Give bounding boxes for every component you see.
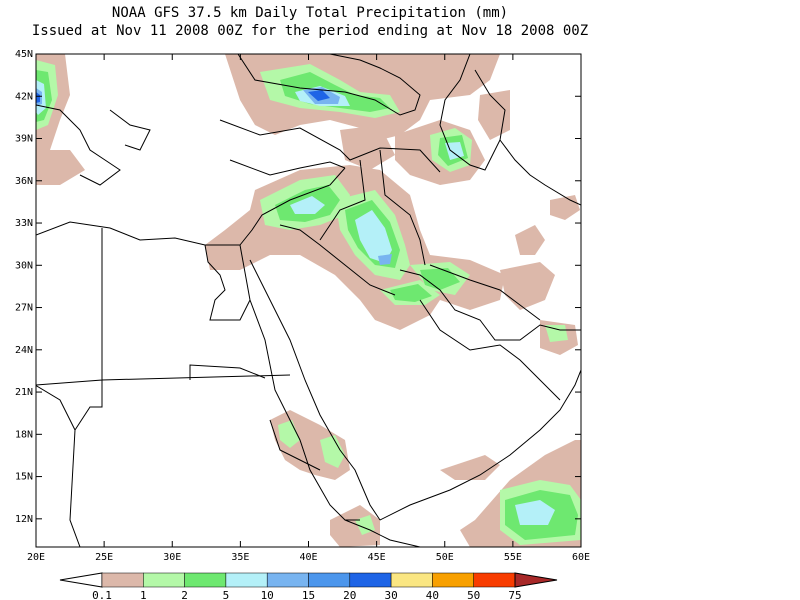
colorbar-segment xyxy=(473,572,516,588)
latitude-axis: 45N 42N 39N 36N 33N 30N 27N 24N 21N 18N 15N 12N xyxy=(15,49,581,525)
colorbar-segment xyxy=(101,572,144,588)
colorbar-segment xyxy=(432,572,474,588)
colorbar-segment xyxy=(349,572,392,588)
lat-tick-label: 15N xyxy=(15,472,33,483)
map-title: NOAA GFS 37.5 km Daily Total Precipitati… xyxy=(111,5,509,21)
lon-tick-label: 55E xyxy=(504,552,522,563)
lat-tick-label: 21N xyxy=(15,387,33,398)
lon-tick-label: 45E xyxy=(368,552,386,563)
lon-tick-label: 35E xyxy=(231,552,249,563)
colorbar-label: 20 xyxy=(343,589,356,600)
colorbar-segment xyxy=(225,572,268,588)
lat-tick-label: 45N xyxy=(15,49,33,60)
colorbar-label: 2 xyxy=(181,589,188,600)
lon-tick-label: 50E xyxy=(436,552,454,563)
colorbar-segment xyxy=(308,572,351,588)
lat-tick-label: 12N xyxy=(15,514,33,525)
colorbar-label: 5 xyxy=(223,589,230,600)
coastlines-borders xyxy=(36,54,581,547)
colorbar-label: 40 xyxy=(426,589,439,600)
lon-tick-label: 20E xyxy=(27,552,45,563)
lat-tick-label: 42N xyxy=(15,91,33,102)
lat-tick-label: 33N xyxy=(15,218,33,229)
lat-tick-label: 30N xyxy=(15,260,33,271)
colorbar-segment xyxy=(390,572,433,588)
lat-tick-label: 39N xyxy=(15,134,33,145)
colorbar-label: 50 xyxy=(467,589,480,600)
colorbar-label: 1 xyxy=(140,589,147,600)
colorbar-label: 30 xyxy=(384,589,397,600)
lon-tick-label: 40E xyxy=(299,552,317,563)
precipitation-colorbar: 0.1 1 2 5 10 15 20 30 40 50 75 xyxy=(59,572,558,600)
lat-tick-label: 24N xyxy=(15,345,33,356)
precipitation-field xyxy=(36,54,581,547)
colorbar-segment xyxy=(143,572,185,588)
colorbar-label: 15 xyxy=(302,589,315,600)
colorbar-over-triangle xyxy=(514,572,558,588)
lon-tick-label: 30E xyxy=(163,552,181,563)
lat-tick-label: 36N xyxy=(15,176,33,187)
lon-tick-label: 60E xyxy=(572,552,590,563)
colorbar-segment xyxy=(266,572,309,588)
colorbar-segment xyxy=(184,572,227,588)
longitude-axis: 20E 25E 30E 35E 40E 45E 50E 55E 60E xyxy=(27,54,590,563)
map-subtitle: Issued at Nov 11 2008 00Z for the period… xyxy=(31,23,589,39)
colorbar-label: 0.1 xyxy=(92,589,112,600)
colorbar-under-triangle xyxy=(59,572,103,588)
colorbar-label: 75 xyxy=(508,589,521,600)
lon-tick-label: 25E xyxy=(95,552,113,563)
colorbar-label: 10 xyxy=(261,589,274,600)
lat-tick-label: 27N xyxy=(15,303,33,314)
lat-tick-label: 18N xyxy=(15,429,33,440)
